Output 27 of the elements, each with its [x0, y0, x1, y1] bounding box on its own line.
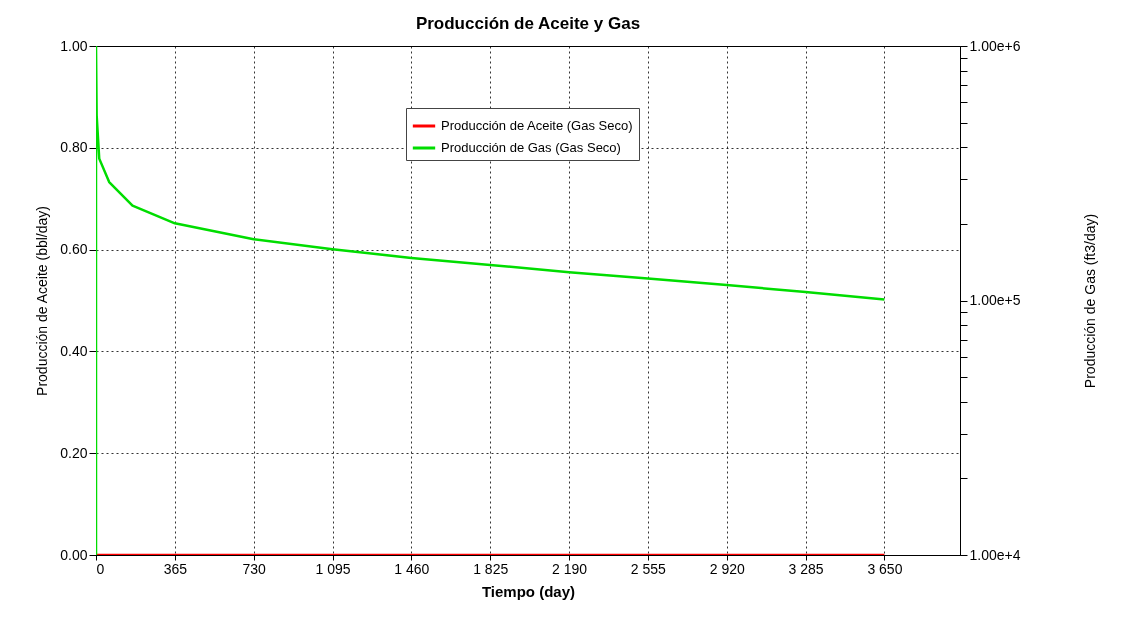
- y-tick-label: 0.20: [60, 444, 88, 461]
- x-tick-label: 3 650: [867, 560, 903, 577]
- y-axis-title: Producción de Aceite (bbl/day): [34, 206, 51, 396]
- y2-axis-title: Producción de Gas (ft3/day): [1082, 213, 1099, 389]
- x-tick-label: 365: [163, 560, 188, 577]
- line-series: [96, 46, 886, 555]
- y2-tick-label: 1.00e+6: [969, 37, 1021, 54]
- y-tick-label: 0.80: [60, 139, 88, 156]
- x-tick-label: 730: [242, 560, 267, 577]
- y2-tick-label: 1.00e+5: [969, 292, 1021, 308]
- y-tick-label: 0.40: [60, 342, 88, 359]
- x-tick-label: 1 095: [315, 560, 351, 577]
- legend-label: Producción de Gas (Gas Seco): [441, 140, 621, 155]
- x-tick-label: 1 825: [473, 560, 509, 577]
- y-tick-label: 0.60: [60, 241, 88, 258]
- x-tick-label: 2 190: [552, 560, 588, 577]
- legend-label: Producción de Aceite (Gas Seco): [441, 118, 633, 133]
- x-tick-label: 2 555: [630, 560, 667, 577]
- y2-tick-label: 1.00e+4: [969, 546, 1021, 563]
- y-tick-label: 1.00: [60, 37, 88, 54]
- x-tick-label: 1 460: [394, 560, 430, 577]
- y-tick-label: 0.00: [60, 546, 88, 563]
- chart-title: Producción de Aceite y Gas: [415, 14, 641, 33]
- x-axis-title: Tiempo (day): [481, 582, 576, 600]
- x-tick-label: 2 920: [709, 560, 745, 577]
- x-tick-label: 3 285: [788, 560, 824, 577]
- x-tick-label: 0: [96, 560, 105, 577]
